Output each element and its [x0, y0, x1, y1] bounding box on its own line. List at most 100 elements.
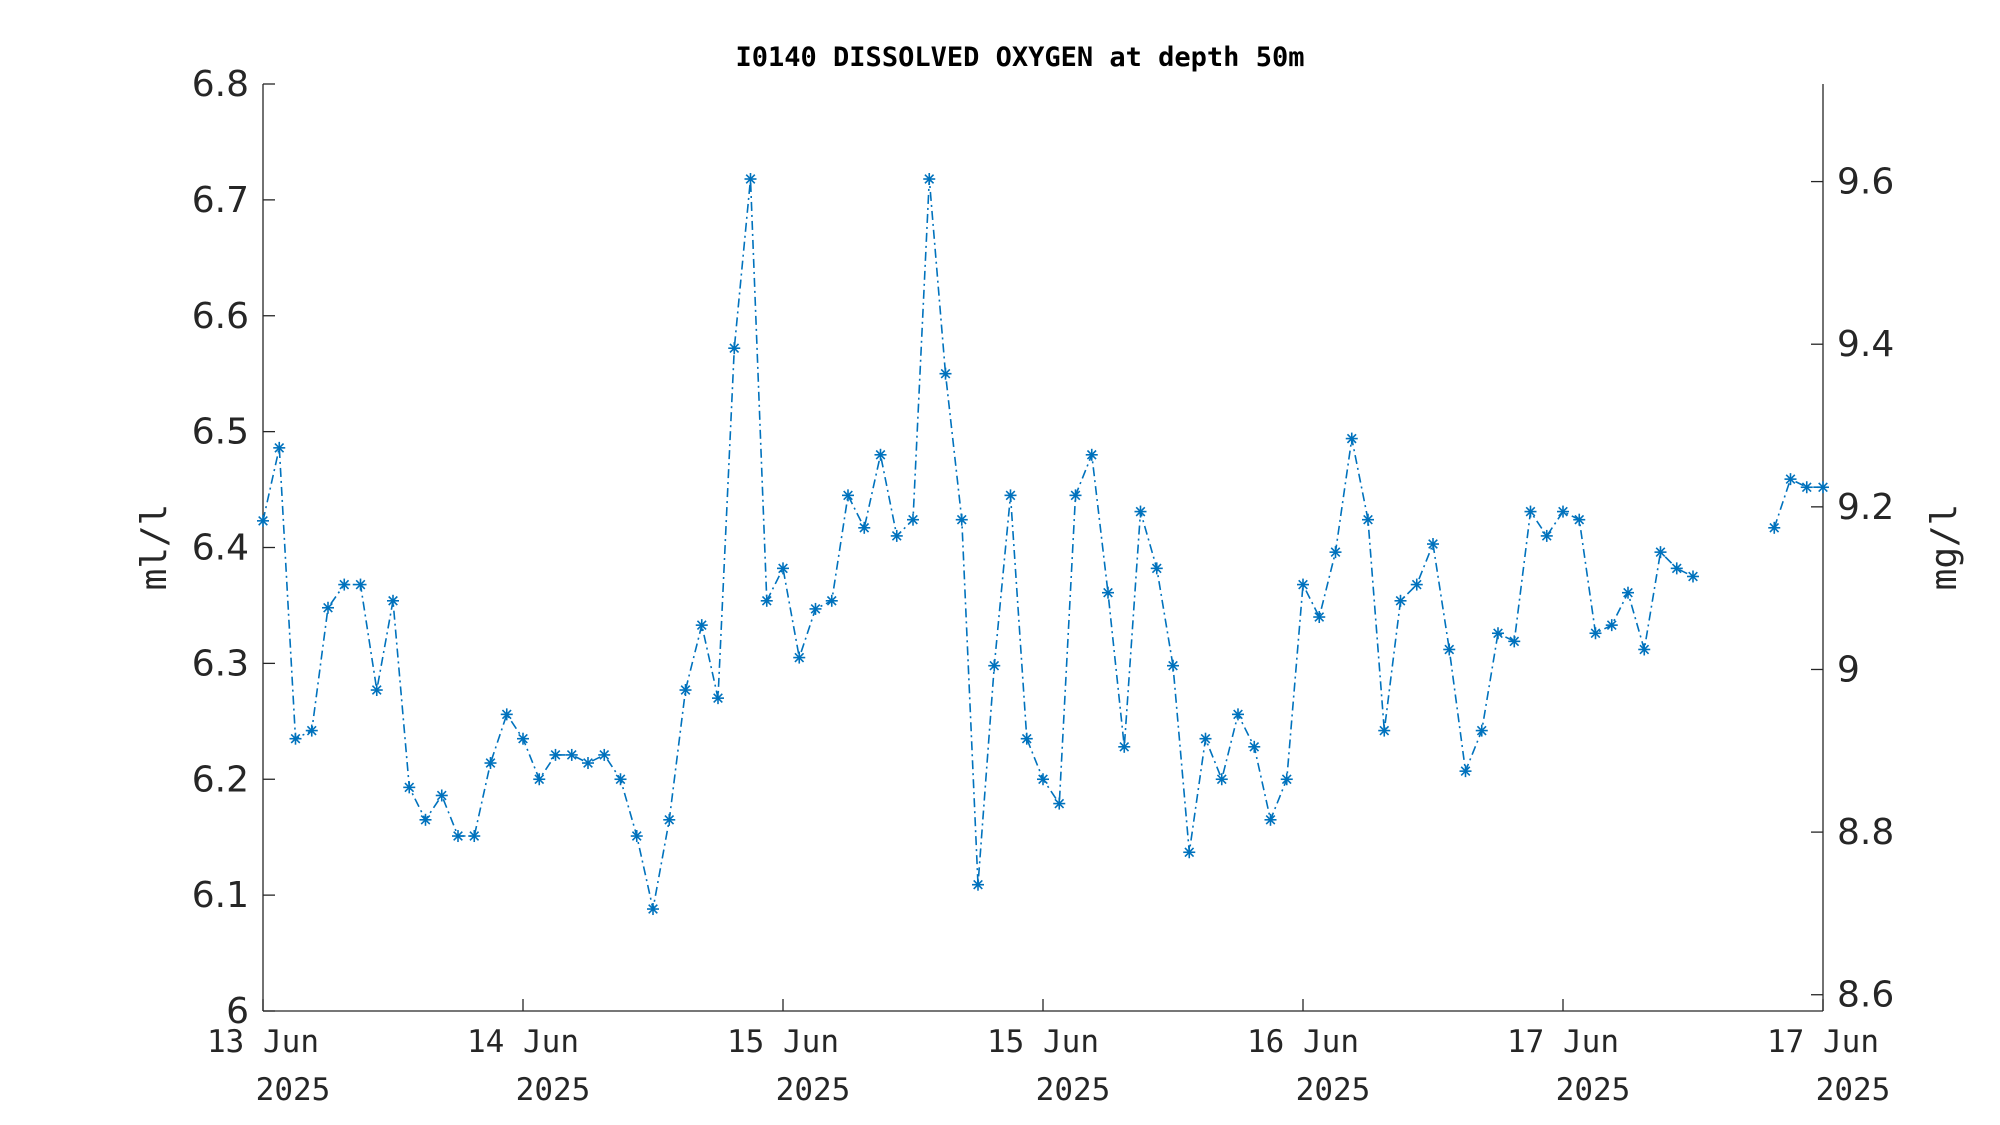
data-point — [1557, 505, 1569, 518]
data-point — [760, 594, 773, 607]
data-point — [1167, 659, 1179, 672]
data-point — [825, 594, 838, 607]
data-point — [549, 748, 562, 761]
data-point — [1053, 797, 1066, 810]
data-point — [1443, 643, 1456, 656]
left-y-tick-label: 6.4 — [192, 528, 249, 569]
data-point — [354, 578, 367, 591]
data-point — [1817, 481, 1829, 494]
data-point — [988, 659, 1001, 672]
data-point — [809, 602, 822, 615]
data-point — [1085, 448, 1098, 461]
data-point — [923, 173, 936, 186]
right-y-tick-label: 8.6 — [1837, 975, 1894, 1016]
data-point — [1069, 489, 1082, 502]
data-point — [370, 684, 383, 697]
right-y-axis-label: mg/l — [1924, 504, 1965, 591]
series-line — [262, 178, 1694, 910]
data-point — [1638, 643, 1651, 656]
left-y-tick-label: 6.8 — [192, 64, 249, 105]
data-point — [663, 813, 676, 826]
data-point — [533, 773, 546, 786]
data-point — [1248, 740, 1261, 753]
data-point — [728, 342, 741, 355]
data-point — [403, 781, 416, 794]
data-point — [939, 367, 952, 380]
data-point — [1102, 586, 1114, 599]
x-tick-label-day: 15 Jun — [727, 1024, 839, 1060]
x-tick-label-day: 16 Jun — [1247, 1024, 1359, 1060]
x-tick-label-day: 17 Jun — [1507, 1024, 1619, 1060]
x-tick-label-day: 13 Jun — [207, 1024, 319, 1060]
data-point — [598, 748, 611, 761]
data-point — [1280, 773, 1293, 786]
data-point — [1215, 773, 1228, 786]
data-point — [1687, 570, 1699, 583]
data-point — [1540, 529, 1553, 542]
data-point — [842, 489, 854, 502]
data-point — [257, 514, 269, 527]
data-point — [890, 529, 903, 542]
data-point — [1020, 732, 1033, 745]
data-point — [1004, 489, 1017, 502]
data-point — [468, 830, 481, 843]
data-point — [1410, 578, 1423, 591]
data-point — [1459, 765, 1472, 778]
data-point — [777, 562, 789, 575]
data-point — [1313, 611, 1326, 624]
data-point — [289, 732, 302, 745]
data-point — [1118, 740, 1131, 753]
data-point — [387, 594, 399, 607]
data-point — [1037, 773, 1049, 786]
chart-title: I0140 DISSOLVED OXYGEN at depth 50m — [736, 42, 1305, 73]
series-line — [1773, 477, 1823, 529]
data-point — [972, 878, 984, 891]
right-y-tick-label: 9.2 — [1837, 487, 1894, 528]
left-y-tick-label: 6.3 — [192, 643, 249, 684]
data-point — [1800, 481, 1813, 494]
left-y-tick-label: 6.2 — [192, 759, 249, 800]
data-point — [858, 521, 871, 534]
data-point — [1378, 724, 1391, 737]
data-point — [744, 173, 757, 186]
x-tick-label-year: 2025 — [1296, 1072, 1371, 1108]
right-y-tick-label: 9.6 — [1837, 162, 1894, 203]
data-point — [1329, 546, 1342, 559]
data-point — [1784, 473, 1797, 486]
x-tick-label-day: 15 Jun — [987, 1024, 1099, 1060]
data-point — [1199, 732, 1212, 745]
x-tick-label-year: 2025 — [776, 1072, 851, 1108]
data-point — [1427, 538, 1439, 551]
data-point — [305, 724, 318, 737]
data-point — [1492, 627, 1504, 640]
x-tick-label-year: 2025 — [1816, 1072, 1891, 1108]
x-ticks: 13 Jun 2025 14 Jun 2025 15 Jun 2025 15 Jun 2025… — [207, 999, 1890, 1108]
x-tick-label-day: 17 Jun — [1767, 1024, 1879, 1060]
data-point — [582, 757, 594, 770]
left-y-tick-label: 6.7 — [192, 180, 249, 221]
data-point — [1362, 513, 1374, 526]
data-point — [565, 748, 578, 761]
data-point — [712, 692, 724, 705]
right-y-ticks: 8.6 8.8 9 9.2 9.4 9.6 — [1811, 162, 1894, 1016]
left-y-tick-label: 6.6 — [192, 296, 249, 337]
data-point — [793, 651, 806, 664]
left-y-tick-label: 6.5 — [192, 412, 249, 453]
data-point — [1622, 586, 1634, 599]
left-y-ticks: 6 6.1 6.2 6.3 6.4 6.5 6.6 6.7 6.8 — [192, 64, 275, 1032]
data-point — [1134, 505, 1147, 518]
data-point — [1232, 708, 1244, 721]
data-point — [435, 789, 448, 802]
data-point — [1670, 562, 1683, 575]
data-point — [695, 619, 708, 632]
data-point — [614, 773, 627, 786]
data-point — [517, 732, 529, 745]
data-point — [1150, 562, 1163, 575]
data-point — [874, 448, 887, 461]
data-point — [1589, 627, 1602, 640]
x-tick-label-day: 14 Jun — [467, 1024, 579, 1060]
left-y-axis-label: ml/l — [134, 504, 175, 591]
data-point — [1654, 546, 1667, 559]
